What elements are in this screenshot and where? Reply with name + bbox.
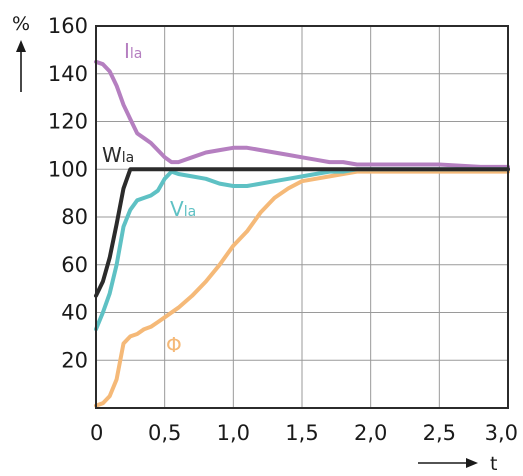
series-label-vla-main: V [170, 197, 184, 221]
y-tick-label: 20 [61, 348, 88, 372]
plot-frame [95, 25, 509, 409]
grid [95, 25, 509, 408]
y-tick-label: 100 [48, 157, 88, 181]
series-line-vla [94, 167, 510, 332]
x-tick-label: 3,0 [485, 421, 518, 445]
x-tick-labels: 0 0,5 1,0 1,5 2,0 2,5 3,0 [90, 421, 518, 445]
y-axis-unit: % [12, 13, 30, 35]
y-tick-label: 80 [61, 205, 88, 229]
series-label-wla: Wla [102, 143, 134, 167]
y-tick-label: 60 [61, 253, 88, 277]
y-tick-label: 140 [48, 62, 88, 86]
series-label-ila-sub: la [130, 46, 142, 62]
series-label-ila-main: I [124, 39, 130, 63]
x-tick-label: 2,0 [354, 421, 387, 445]
y-tick-labels: 20 40 60 80 100 120 140 160 [48, 14, 88, 372]
series-line-ila [94, 59, 510, 169]
series-label-ila: Ila [124, 39, 142, 63]
y-tick-label: 160 [48, 14, 88, 38]
y-tick-label: 40 [61, 301, 88, 325]
x-tick-label: 1,0 [217, 421, 250, 445]
series-label-vla: Vla [170, 197, 196, 221]
x-axis-arrow-icon [418, 458, 478, 468]
y-tick-label: 120 [48, 110, 88, 134]
series-label-phi: Φ [166, 333, 182, 357]
series-label-wla-main: W [102, 143, 122, 167]
x-tick-label: 0,5 [148, 421, 181, 445]
series-line-phi [94, 169, 510, 408]
series-lines [94, 59, 510, 408]
series-label-wla-sub: la [122, 150, 134, 166]
x-tick-label: 2,5 [423, 421, 456, 445]
series-label-vla-sub: la [184, 204, 196, 220]
x-axis-unit: t [490, 453, 497, 475]
x-tick-label: 0 [90, 421, 103, 445]
series-line-wla [94, 167, 510, 298]
y-axis-arrow-icon [16, 40, 26, 92]
x-tick-label: 1,5 [285, 421, 318, 445]
